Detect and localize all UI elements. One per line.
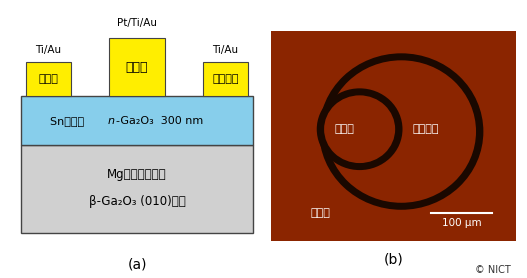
Text: (a): (a) [127, 258, 147, 272]
Bar [109, 38, 165, 96]
Text: Ti/Au: Ti/Au [35, 45, 62, 55]
Text: ソース: ソース [310, 208, 330, 218]
Bar [26, 62, 71, 96]
Text: ゲート: ゲート [335, 124, 355, 134]
Text: -Ga₂O₃  300 nm: -Ga₂O₃ 300 nm [115, 116, 203, 126]
Circle shape [319, 53, 483, 210]
Text: Ti/Au: Ti/Au [212, 45, 239, 55]
Circle shape [317, 88, 403, 170]
Text: ドレイン: ドレイン [413, 124, 439, 134]
Circle shape [327, 60, 476, 203]
Bar [21, 96, 253, 145]
Text: Snドープ: Snドープ [50, 116, 87, 126]
Text: ソース: ソース [38, 74, 58, 84]
Text: 100 μm: 100 μm [442, 218, 481, 228]
Text: n: n [108, 116, 115, 126]
Circle shape [324, 95, 395, 163]
Text: © NICT: © NICT [475, 265, 511, 275]
Text: β-Ga₂O₃ (010)基板: β-Ga₂O₃ (010)基板 [89, 195, 186, 208]
Text: ドレイン: ドレイン [212, 74, 239, 84]
Text: (b): (b) [384, 253, 404, 267]
Text: Pt/Ti/Au: Pt/Ti/Au [117, 18, 157, 28]
Text: Mgドープ半絶縁: Mgドープ半絶縁 [107, 168, 167, 181]
Bar [203, 62, 248, 96]
Text: ゲート: ゲート [126, 61, 148, 74]
Bar [21, 145, 253, 234]
